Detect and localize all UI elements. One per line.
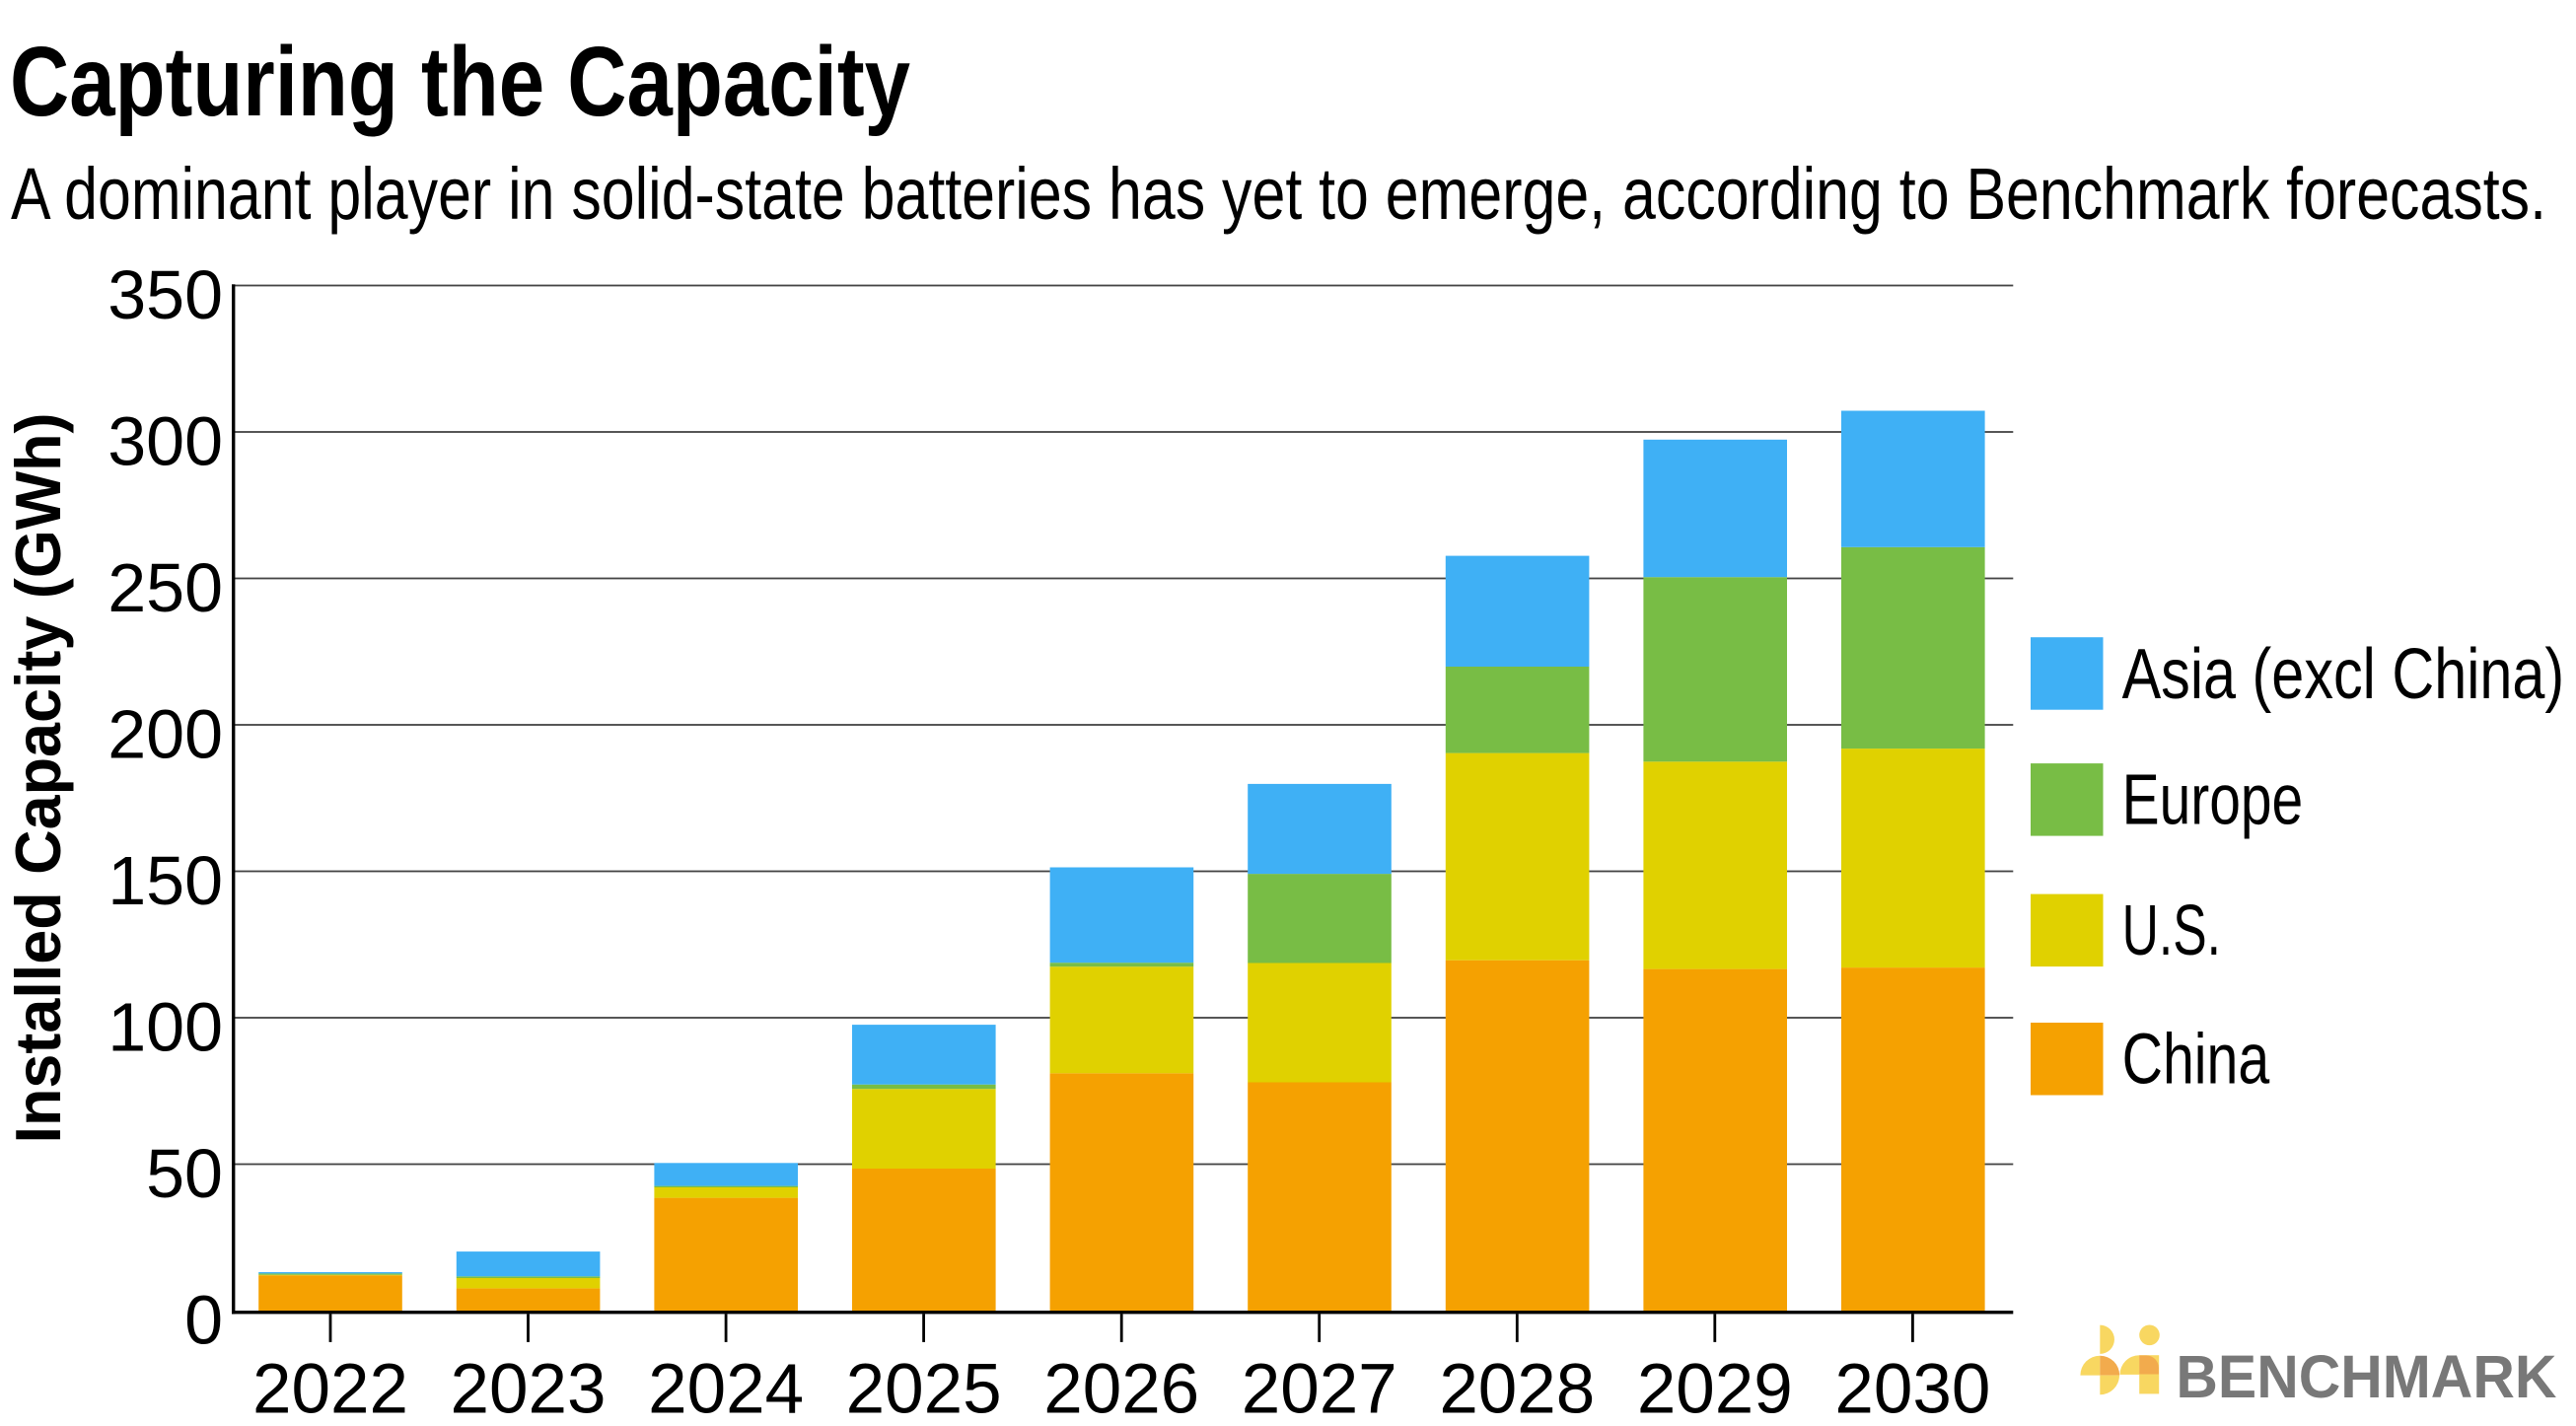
svg-text:0: 0 xyxy=(184,1282,223,1359)
svg-text:250: 250 xyxy=(107,549,223,626)
svg-text:U.S.: U.S. xyxy=(2122,891,2221,970)
svg-text:2025: 2025 xyxy=(846,1351,1002,1426)
svg-text:Asia (excl China): Asia (excl China) xyxy=(2122,635,2565,714)
svg-text:2024: 2024 xyxy=(648,1351,804,1426)
svg-text:2026: 2026 xyxy=(1043,1351,1199,1426)
svg-text:China: China xyxy=(2122,1021,2270,1100)
svg-text:A dominant player in solid-sta: A dominant player in solid-state batteri… xyxy=(11,153,2546,235)
svg-text:2030: 2030 xyxy=(1834,1351,1990,1426)
svg-text:Europe: Europe xyxy=(2122,761,2304,840)
svg-text:Installed Capacity (GWh): Installed Capacity (GWh) xyxy=(2,413,74,1144)
svg-text:350: 350 xyxy=(107,256,223,333)
svg-text:Capturing the Capacity: Capturing the Capacity xyxy=(10,27,910,137)
svg-text:2023: 2023 xyxy=(451,1351,607,1426)
svg-text:150: 150 xyxy=(107,842,223,919)
svg-text:BENCHMARK: BENCHMARK xyxy=(2176,1343,2556,1410)
svg-text:2028: 2028 xyxy=(1439,1351,1595,1426)
svg-text:2029: 2029 xyxy=(1637,1351,1793,1426)
svg-text:300: 300 xyxy=(107,403,223,480)
svg-text:50: 50 xyxy=(146,1135,223,1212)
svg-text:2022: 2022 xyxy=(252,1351,408,1426)
svg-text:2027: 2027 xyxy=(1242,1351,1397,1426)
svg-text:100: 100 xyxy=(107,989,223,1066)
svg-text:200: 200 xyxy=(107,696,223,773)
